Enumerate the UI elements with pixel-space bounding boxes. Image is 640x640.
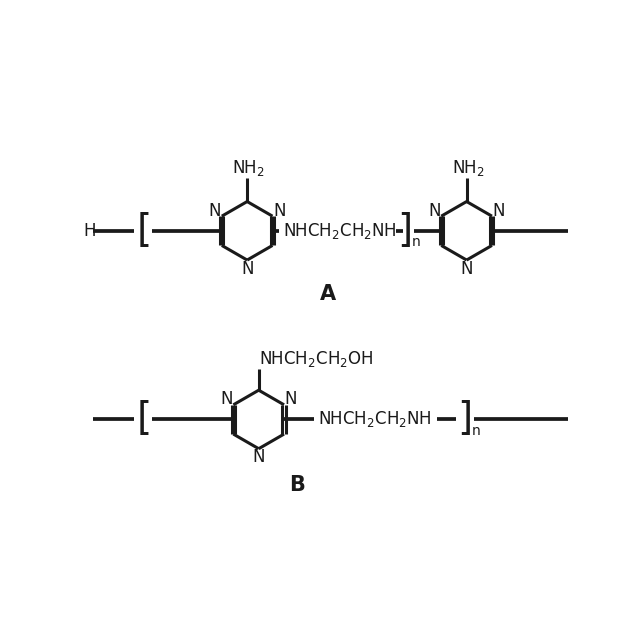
Text: N: N xyxy=(220,390,233,408)
Text: NHCH$_{2}$CH$_{2}$NH: NHCH$_{2}$CH$_{2}$NH xyxy=(317,410,431,429)
Text: H: H xyxy=(83,222,95,240)
Text: N: N xyxy=(252,448,265,466)
Text: ]: ] xyxy=(397,212,413,250)
Text: A: A xyxy=(320,284,336,304)
Text: N: N xyxy=(493,202,505,220)
Text: [: [ xyxy=(137,401,152,438)
Text: n: n xyxy=(412,236,420,250)
Text: ]: ] xyxy=(458,401,473,438)
Text: N: N xyxy=(209,202,221,220)
Text: NH$_2$: NH$_2$ xyxy=(232,159,265,179)
Text: N: N xyxy=(460,260,473,278)
Text: NHCH$_{2}$CH$_{2}$OH: NHCH$_{2}$CH$_{2}$OH xyxy=(259,349,374,369)
Text: n: n xyxy=(472,424,480,438)
Text: NHCH$_{2}$CH$_{2}$NH: NHCH$_{2}$CH$_{2}$NH xyxy=(283,221,396,241)
Text: N: N xyxy=(285,390,297,408)
Text: [: [ xyxy=(137,212,152,250)
Text: N: N xyxy=(428,202,440,220)
Text: N: N xyxy=(241,260,253,278)
Text: NH$_2$: NH$_2$ xyxy=(452,159,484,179)
Text: N: N xyxy=(273,202,285,220)
Text: B: B xyxy=(289,475,305,495)
